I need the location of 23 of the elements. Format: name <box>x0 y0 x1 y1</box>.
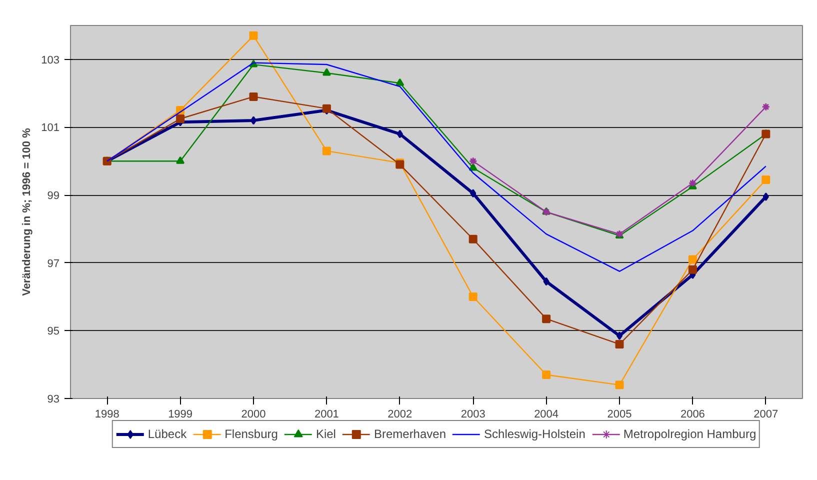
x-tick-label: 2000 <box>241 408 266 420</box>
x-tick-label: 2004 <box>534 408 559 420</box>
legend-label: Lübeck <box>148 427 187 441</box>
x-tick-label: 2007 <box>754 408 778 420</box>
legend-label: Flensburg <box>224 427 278 441</box>
y-tick-label: 101 <box>41 122 60 134</box>
x-tick-label: 2001 <box>314 408 339 420</box>
x-tick-label: 1999 <box>168 408 193 420</box>
x-tick-label: 1998 <box>94 408 120 420</box>
legend-label: Metropolregion Hamburg <box>623 427 756 441</box>
legend-label: Schleswig-Holstein <box>484 427 586 441</box>
x-tick-label: 2006 <box>680 408 705 420</box>
y-tick-label: 97 <box>47 258 60 270</box>
y-tick-label: 95 <box>47 326 60 338</box>
legend-label: Kiel <box>316 427 336 441</box>
x-tick-label: 2003 <box>460 408 486 420</box>
y-tick-label: 99 <box>47 190 60 202</box>
legend-label: Bremerhaven <box>374 427 446 441</box>
y-tick-label: 93 <box>47 394 60 406</box>
y-tick-label: 103 <box>41 54 60 66</box>
x-tick-label: 2002 <box>388 408 412 420</box>
y-axis-title: Veränderung in %; 1996 = 100 % <box>21 128 34 296</box>
x-tick-label: 2005 <box>607 408 632 420</box>
